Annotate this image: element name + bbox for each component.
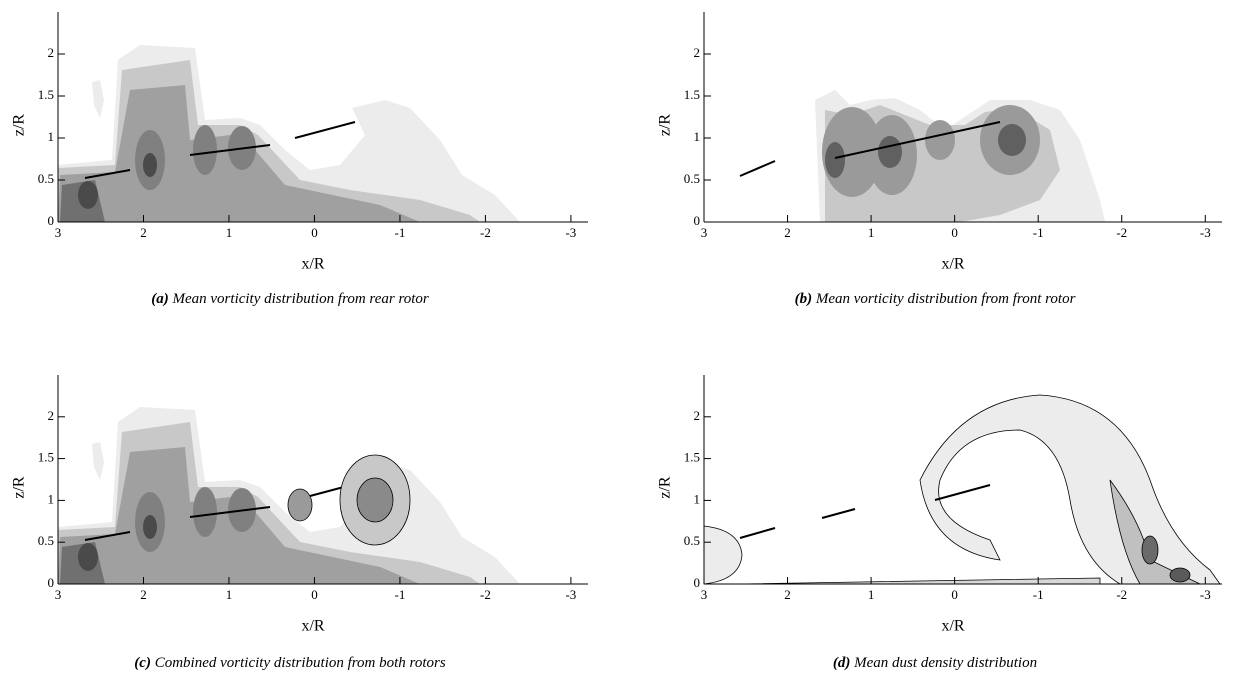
x-tick-label: -2: [1116, 225, 1127, 240]
y-tick-label: 0.5: [684, 533, 700, 548]
x-tick-label: -1: [1033, 225, 1044, 240]
x-tick-label: -1: [395, 587, 406, 602]
y-axis-label: z/R: [657, 114, 674, 137]
x-tick-label: 3: [55, 587, 62, 602]
y-tick-label: 1: [694, 129, 701, 144]
y-tick-label: 2: [694, 45, 701, 60]
x-tick-label: -3: [1200, 587, 1211, 602]
caption-text: Combined vorticity distribution from bot…: [155, 655, 446, 671]
y-tick-label: 0: [48, 575, 55, 590]
x-tick-label: 0: [311, 225, 318, 240]
y-tick-label: 0.5: [38, 533, 54, 548]
x-tick-label: -1: [395, 225, 406, 240]
x-tick-label: 3: [701, 587, 708, 602]
contour-d: [703, 394, 1221, 585]
caption-label: (d): [833, 655, 851, 671]
caption-label: (b): [795, 291, 813, 307]
contour-b: [739, 89, 1106, 223]
y-axis-label: z/R: [657, 476, 674, 499]
x-tick-label: 1: [226, 225, 233, 240]
y-tick-label: 1: [694, 491, 701, 506]
y-axis-label: z/R: [11, 114, 28, 137]
y-tick-label: 2: [48, 45, 55, 60]
x-tick-label: -3: [1200, 225, 1211, 240]
x-tick-label: 2: [784, 225, 791, 240]
y-axis-label: z/R: [11, 476, 28, 499]
caption-text: Mean vorticity distribution from front r…: [815, 291, 1076, 307]
x-tick-label: 0: [951, 587, 958, 602]
y-tick-label: 0.5: [38, 171, 54, 186]
y-tick-label: 0: [694, 213, 701, 228]
x-tick-label: 1: [226, 587, 233, 602]
x-axis-label: x/R: [941, 618, 964, 635]
y-tick-label: 1: [48, 129, 55, 144]
y-tick-label: 2: [694, 408, 701, 423]
caption: (c) Combined vorticity distribution from…: [134, 655, 446, 671]
caption: (b) Mean vorticity distribution from fro…: [795, 291, 1076, 307]
y-tick-label: 1: [48, 491, 55, 506]
x-tick-label: 1: [868, 587, 875, 602]
y-tick-label: 1.5: [684, 450, 700, 465]
x-tick-label: -3: [565, 225, 576, 240]
y-tick-label: 0: [694, 575, 701, 590]
y-tick-label: 1.5: [684, 87, 700, 102]
x-tick-label: -2: [1116, 587, 1127, 602]
x-tick-label: 0: [311, 587, 318, 602]
x-tick-label: -2: [480, 225, 491, 240]
x-axis-label: x/R: [301, 618, 324, 635]
contour-c: [57, 406, 521, 585]
contour-a: [57, 44, 521, 223]
x-tick-label: -1: [1033, 587, 1044, 602]
x-tick-label: 0: [951, 225, 958, 240]
y-tick-label: 1.5: [38, 450, 54, 465]
x-tick-label: 2: [140, 225, 147, 240]
x-tick-label: 3: [55, 225, 62, 240]
y-tick-label: 2: [48, 408, 55, 423]
caption-label: (a): [151, 291, 169, 307]
x-tick-label: 2: [784, 587, 791, 602]
x-tick-label: 3: [701, 225, 708, 240]
caption: (a) Mean vorticity distribution from rea…: [151, 291, 429, 307]
x-axis-label: x/R: [301, 256, 324, 273]
x-tick-label: -3: [565, 587, 576, 602]
y-tick-label: 0.5: [684, 171, 700, 186]
y-tick-label: 0: [48, 213, 55, 228]
caption-text: Mean vorticity distribution from rear ro…: [172, 291, 429, 307]
caption-text: Mean dust density distribution: [853, 655, 1037, 671]
x-tick-label: 2: [140, 587, 147, 602]
x-axis-label: x/R: [941, 256, 964, 273]
x-tick-label: -2: [480, 587, 491, 602]
y-tick-label: 1.5: [38, 87, 54, 102]
caption: (d) Mean dust density distribution: [833, 655, 1037, 671]
x-tick-label: 1: [868, 225, 875, 240]
caption-label: (c): [134, 655, 151, 671]
